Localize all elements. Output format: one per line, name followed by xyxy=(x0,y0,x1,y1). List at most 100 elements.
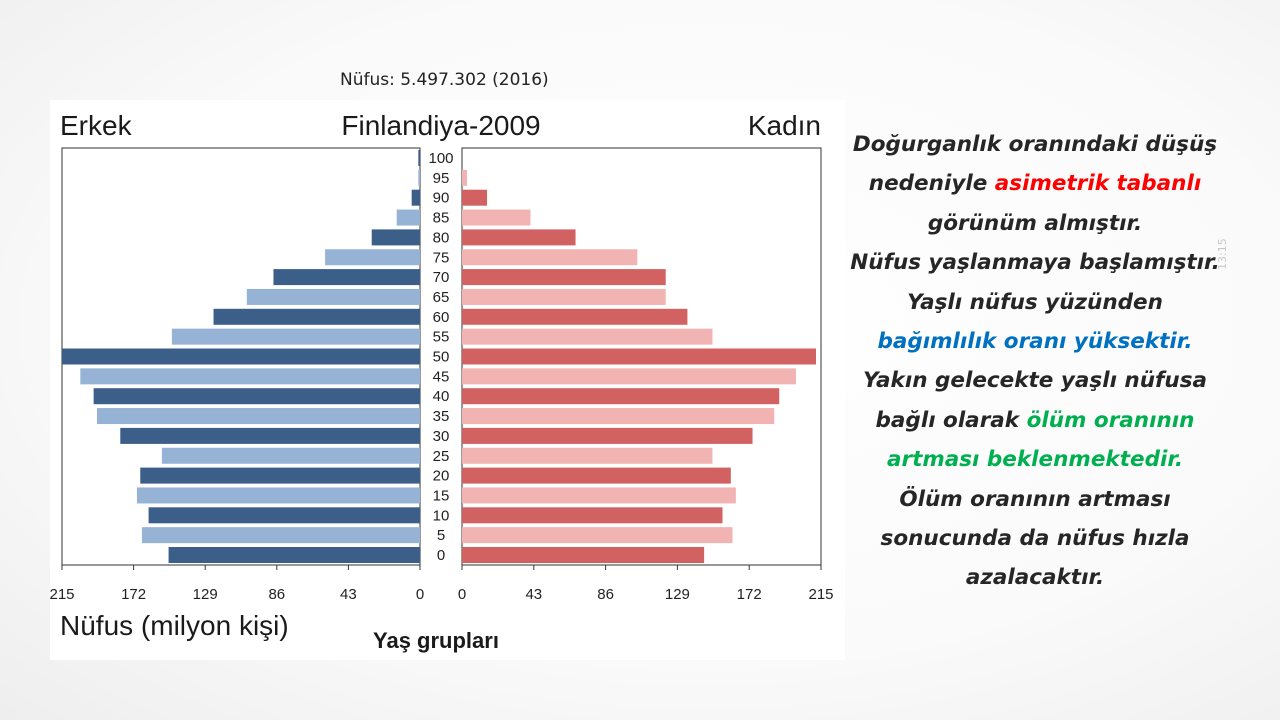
age-label-20: 20 xyxy=(433,468,450,485)
description-line: sonucunda da nüfus hızla xyxy=(830,519,1240,558)
population-pyramid-chart: Erkek Finlandiya-2009 Kadın 100 95 90 85 80 75 70… xyxy=(50,100,845,660)
age-label-55: 55 xyxy=(433,329,450,346)
age-label-70: 70 xyxy=(433,269,450,286)
age-label-60: 60 xyxy=(433,309,450,326)
description-line: nedeniyle asimetrik tabanlı xyxy=(830,164,1240,203)
female-bar-0 xyxy=(462,547,705,563)
female-bar-95 xyxy=(462,169,468,186)
age-label-90: 90 xyxy=(433,190,450,207)
male-bar-60 xyxy=(213,308,420,325)
age-label-25: 25 xyxy=(433,448,450,465)
female-bar-25 xyxy=(462,447,713,464)
female-bar-90 xyxy=(462,189,488,206)
male-bar-90 xyxy=(411,189,420,206)
age-label-95: 95 xyxy=(433,170,450,187)
female-bar-35 xyxy=(462,408,775,425)
male-bar-0 xyxy=(168,547,420,563)
chart-title: Finlandiya-2009 xyxy=(341,110,540,141)
population-pyramid-svg: Erkek Finlandiya-2009 Kadın100959085807570… xyxy=(50,110,834,653)
age-label-0: 0 xyxy=(437,547,445,564)
population-subtitle: Nüfus: 5.497.302 (2016) xyxy=(340,70,549,90)
male-bar-55 xyxy=(171,328,420,345)
description-line: Doğurganlık oranındaki düşüş xyxy=(830,125,1240,164)
female-bar-60 xyxy=(462,308,688,325)
female-bar-15 xyxy=(462,487,736,504)
male-bar-20 xyxy=(140,467,420,484)
description-segment: bağlı olarak xyxy=(875,407,1027,433)
description-line: artması beklenmektedir. xyxy=(830,440,1240,479)
male-bar-65 xyxy=(246,288,420,305)
description-line: Nüfus yaşlanmaya başlamıştır. xyxy=(830,243,1240,282)
description-segment: görünüm almıştır. xyxy=(927,210,1143,236)
age-label-85: 85 xyxy=(433,210,450,227)
female-bar-70 xyxy=(462,269,666,286)
age-label-50: 50 xyxy=(433,349,450,366)
description-segment: Nüfus yaşlanmaya başlamıştır. xyxy=(850,250,1220,276)
age-label-35: 35 xyxy=(433,408,450,425)
description-line: Yakın gelecekte yaşlı nüfusa xyxy=(830,361,1240,400)
male-bar-100 xyxy=(418,150,420,166)
female-bar-45 xyxy=(462,368,796,385)
male-bar-70 xyxy=(273,269,420,286)
female-bar-80 xyxy=(462,229,576,246)
female-bar-55 xyxy=(462,328,713,345)
male-bar-30 xyxy=(120,427,421,444)
male-bar-15 xyxy=(136,487,420,504)
male-bar-25 xyxy=(161,447,420,464)
age-label-100: 100 xyxy=(428,150,453,167)
male-tick-label: 215 xyxy=(50,586,75,603)
female-tick-label: 0 xyxy=(458,586,466,603)
slide-number: 13:15 xyxy=(1216,238,1229,270)
description-segment: azalacaktır. xyxy=(965,565,1105,591)
male-bar-95 xyxy=(418,169,420,186)
female-label: Kadın xyxy=(748,110,821,141)
female-bar-40 xyxy=(462,388,780,405)
male-label: Erkek xyxy=(60,110,133,141)
description-line: bağlı olarak ölüm oranının xyxy=(830,401,1240,440)
female-bar-30 xyxy=(462,427,753,444)
x-axis-label: Nüfus (milyon kişi) xyxy=(60,610,289,641)
female-bar-20 xyxy=(462,467,731,484)
female-bar-65 xyxy=(462,288,666,305)
female-bar-10 xyxy=(462,507,723,524)
age-label-45: 45 xyxy=(433,368,450,385)
male-bar-40 xyxy=(93,388,420,405)
male-bar-75 xyxy=(325,249,420,266)
female-bar-75 xyxy=(462,249,638,266)
female-tick-label: 215 xyxy=(808,586,833,603)
description-line: görünüm almıştır. xyxy=(830,204,1240,243)
female-tick-label: 172 xyxy=(737,586,762,603)
age-label-65: 65 xyxy=(433,289,450,306)
description-segment: Ölüm oranının artması xyxy=(899,486,1171,512)
female-bar-50 xyxy=(462,348,816,365)
description-segment: Yakın gelecekte yaşlı nüfusa xyxy=(863,368,1207,394)
age-label-15: 15 xyxy=(433,487,450,504)
description-text: Doğurganlık oranındaki düşüş nedeniyle as… xyxy=(830,125,1240,598)
male-bar-5 xyxy=(141,527,420,544)
description-segment: Doğurganlık oranındaki düşüş xyxy=(852,132,1218,157)
male-bar-50 xyxy=(62,348,420,365)
description-line: bağımlılık oranı yüksektir. xyxy=(830,322,1240,361)
description-segment: Yaşlı nüfus yüzünden xyxy=(907,289,1163,315)
female-tick-label: 43 xyxy=(525,586,542,603)
male-bar-85 xyxy=(396,209,420,226)
male-tick-label: 172 xyxy=(121,586,146,603)
male-bar-35 xyxy=(96,408,420,425)
highlighted-segment: ölüm oranının xyxy=(1026,407,1195,433)
age-label-80: 80 xyxy=(433,229,450,246)
female-tick-label: 86 xyxy=(597,586,614,603)
male-tick-label: 86 xyxy=(268,586,285,603)
male-bar-80 xyxy=(371,229,420,246)
highlighted-segment: asimetrik tabanlı xyxy=(994,171,1202,197)
male-tick-label: 129 xyxy=(193,586,218,603)
age-label-40: 40 xyxy=(433,388,450,405)
female-bar-5 xyxy=(462,527,733,544)
description-segment: nedeniyle xyxy=(868,171,995,197)
age-label-10: 10 xyxy=(433,507,450,524)
description-line: Yaşlı nüfus yüzünden xyxy=(830,283,1240,322)
female-bar-85 xyxy=(462,209,531,226)
male-tick-label: 0 xyxy=(416,586,424,603)
age-groups-label: Yaş grupları xyxy=(373,628,499,653)
description-segment: sonucunda da nüfus hızla xyxy=(880,526,1190,552)
highlighted-segment: bağımlılık oranı yüksektir. xyxy=(877,329,1193,355)
